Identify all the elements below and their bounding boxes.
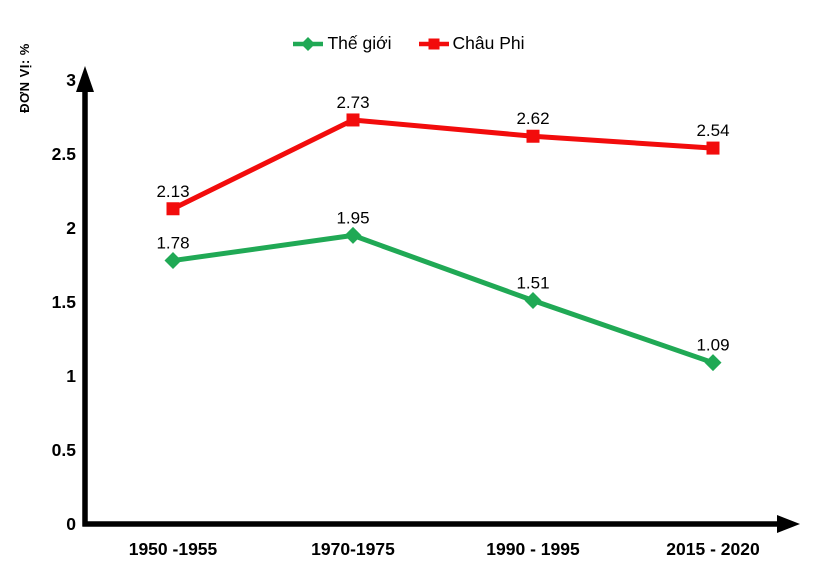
legend-label-the-gioi: Thế giới [327,33,392,53]
data-label-chau-phi: 2.13 [156,182,189,201]
chart-legend: Thế giới Châu Phi [0,33,817,54]
x-category-label: 1970-1975 [311,539,395,559]
marker-diamond-the-gioi [524,292,542,310]
marker-square-chau-phi [706,141,720,155]
x-category-label: 2015 - 2020 [666,539,760,559]
y-tick-label: 1 [66,366,76,386]
data-label-the-gioi: 1.78 [156,234,189,253]
legend-item-the-gioi: Thế giới [292,33,392,54]
series-line-chau-phi [170,117,716,212]
series-line-the-gioi [170,232,716,366]
x-axis-arrow [777,515,800,533]
y-tick-label: 0 [66,514,76,534]
marker-diamond-the-gioi [164,252,182,270]
legend-label-chau-phi: Châu Phi [452,33,525,53]
legend-item-chau-phi: Châu Phi [418,33,525,54]
y-tick-label: 0.5 [52,440,77,460]
data-label-chau-phi: 2.73 [336,93,369,112]
x-category-label: 1950 -1955 [129,539,218,559]
data-label-the-gioi: 1.51 [516,274,549,293]
marker-diamond-the-gioi [344,226,362,244]
marker-diamond-the-gioi [704,354,722,372]
data-label-the-gioi: 1.95 [336,208,369,227]
data-label-chau-phi: 2.54 [696,121,729,140]
legend-marker-square-icon [418,38,449,49]
x-category-label: 1990 - 1995 [486,539,580,559]
y-tick-label: 2.5 [52,144,77,164]
y-tick-label: 3 [66,70,76,90]
marker-square-chau-phi [346,113,360,127]
y-tick-label: 1.5 [52,292,77,312]
marker-square-chau-phi [166,202,180,216]
y-axis-arrow [76,66,94,92]
y-tick-label: 2 [66,218,76,238]
legend-marker-diamond-icon [293,36,324,51]
data-label-chau-phi: 2.62 [516,109,549,128]
data-label-the-gioi: 1.09 [696,336,729,355]
marker-square-chau-phi [526,129,540,143]
